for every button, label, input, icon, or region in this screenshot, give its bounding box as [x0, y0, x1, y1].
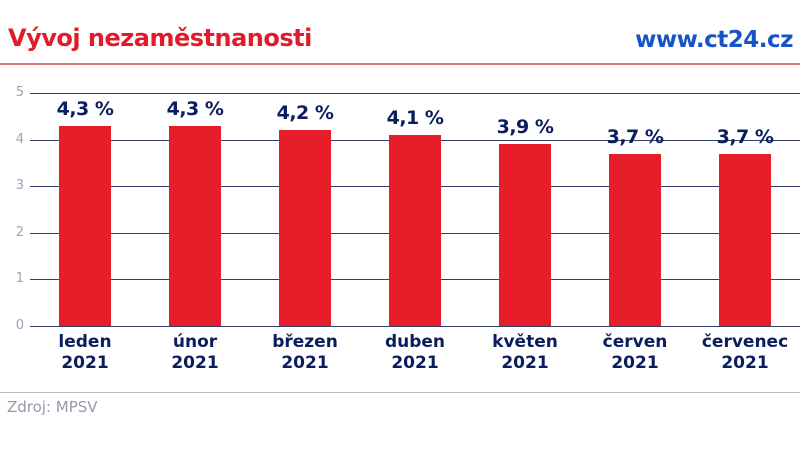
x-label-month: leden [58, 332, 112, 352]
x-tick-label: červen 2021 [580, 332, 690, 374]
y-tick-label: 2 [15, 224, 24, 240]
header-divider [0, 63, 800, 65]
x-tick-label: únor 2021 [140, 332, 250, 374]
x-label-month: duben [384, 332, 446, 352]
bar-slot: 4,3 % [140, 93, 250, 326]
source-label: Zdroj: MPSV [7, 398, 98, 416]
value-label: 4,2 % [276, 102, 334, 125]
value-label: 4,3 % [166, 97, 224, 120]
x-tick-label: březen 2021 [250, 332, 360, 374]
bar-slot: 3,7 % [690, 93, 800, 326]
bar [499, 144, 551, 326]
bar [169, 125, 221, 326]
value-label: 3,7 % [716, 125, 774, 148]
page-title: Vývoj nezaměstnanosti [8, 24, 312, 52]
y-tick-label: 4 [15, 131, 24, 147]
bar [279, 130, 331, 326]
plot-area: 4,3 % 4,3 % 4,2 % 4,1 % 3,9 % 3,7 % 3,7 % [30, 93, 800, 327]
website-link: www.ct24.cz [635, 27, 793, 53]
bar-slot: 4,1 % [360, 93, 470, 326]
y-tick-label: 5 [15, 85, 24, 100]
x-axis: leden 2021 únor 2021 březen 2021 duben 2021 květ… [30, 332, 800, 378]
value-label: 3,9 % [496, 116, 554, 139]
x-tick-label: červenec 2021 [690, 332, 800, 374]
footer-divider [0, 392, 800, 393]
value-label: 4,3 % [56, 97, 114, 120]
x-label-year: 2021 [281, 353, 329, 373]
bar-slot: 3,9 % [470, 93, 580, 326]
x-label-year: 2021 [391, 353, 439, 373]
bar-slot: 4,3 % [30, 93, 140, 326]
x-label-year: 2021 [61, 353, 109, 373]
y-tick-label: 3 [15, 178, 24, 194]
x-tick-label: leden 2021 [30, 332, 140, 374]
x-label-month: únor [172, 332, 218, 352]
bar [609, 153, 661, 326]
bar [719, 153, 771, 326]
x-label-month: březen [272, 332, 338, 352]
x-label-month: květen [492, 332, 558, 352]
value-label: 4,1 % [386, 106, 444, 129]
bar [389, 134, 441, 326]
value-label: 3,7 % [606, 125, 664, 148]
x-label-year: 2021 [721, 353, 769, 373]
x-label-month: červen [602, 332, 668, 352]
x-tick-label: duben 2021 [360, 332, 470, 374]
bar-slot: 3,7 % [580, 93, 690, 326]
gridline [30, 326, 800, 327]
x-label-year: 2021 [501, 353, 549, 373]
bar [59, 125, 111, 326]
y-tick-label: 1 [15, 271, 24, 287]
gridline [30, 93, 800, 94]
x-label-year: 2021 [171, 353, 219, 373]
bar-slot: 4,2 % [250, 93, 360, 326]
y-tick-label: 0 [15, 318, 24, 333]
x-label-month: červenec [701, 332, 789, 352]
x-label-year: 2021 [611, 353, 659, 373]
x-tick-label: květen 2021 [470, 332, 580, 374]
